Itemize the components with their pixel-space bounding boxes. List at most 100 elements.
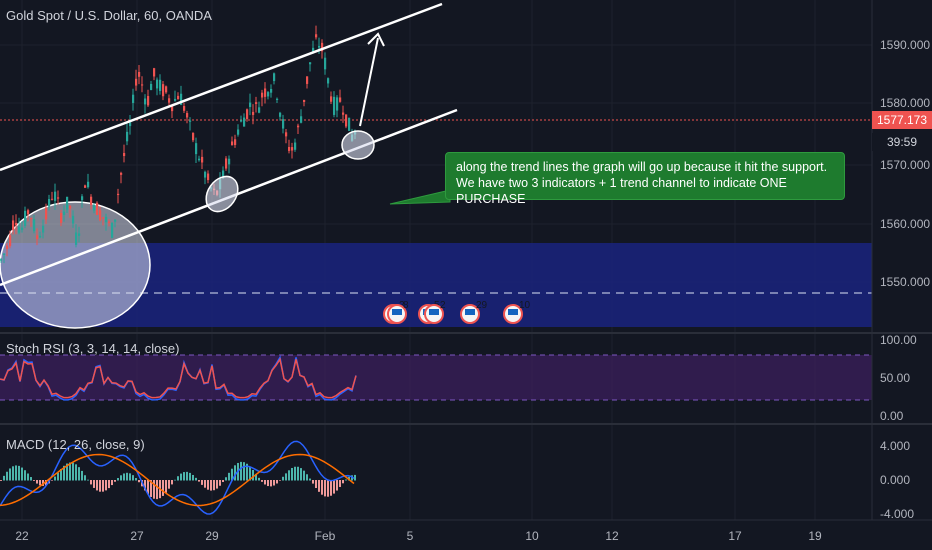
candle-body	[288, 146, 291, 151]
time-tick-label: 19	[808, 529, 822, 543]
candle-body	[261, 92, 264, 98]
macd-histogram-bar	[147, 480, 149, 495]
candle-body	[207, 173, 210, 181]
price-axis: 1590.000 1580.000 1570.000 1560.000 1550.000…	[880, 38, 930, 521]
note-pointer	[389, 189, 451, 205]
candle-body	[6, 245, 9, 250]
macd-histogram-bar	[285, 473, 287, 481]
candle-body	[138, 71, 141, 77]
macd-histogram-bar	[138, 480, 140, 483]
macd-label[interactable]: MACD (12, 26, close, 9)	[6, 437, 145, 452]
macd-histogram-bar	[183, 472, 185, 481]
candle-body	[159, 79, 162, 91]
macd-histogram-bar	[321, 480, 323, 495]
macd-tick-label: -4.000	[880, 507, 914, 521]
candle-body	[141, 84, 144, 86]
macd-histogram-bar	[99, 480, 101, 492]
macd-histogram-bar	[156, 480, 158, 500]
macd-histogram-bar	[30, 477, 32, 481]
macd-histogram-bar	[174, 479, 176, 481]
macd-histogram-bar	[315, 480, 317, 489]
candle-body	[315, 34, 318, 38]
macd-histogram-bar	[6, 471, 8, 481]
macd-histogram-bar	[219, 480, 221, 486]
macd-tick-label: 4.000	[880, 439, 910, 453]
event-count: 8	[403, 300, 409, 311]
candle-body	[330, 96, 333, 102]
candle-body	[204, 171, 207, 178]
candle-body	[87, 181, 90, 188]
highlight-ellipse-right	[341, 130, 375, 160]
candle-body	[333, 96, 336, 115]
candles	[0, 25, 357, 264]
macd-histogram-bar	[135, 478, 137, 481]
annotation-note[interactable]: along the trend lines the graph will go …	[445, 152, 845, 206]
note-line-2: We have two 3 indicators + 1 trend chann…	[456, 176, 787, 206]
macd-histogram-bar	[207, 480, 209, 490]
candle-body	[339, 97, 342, 102]
macd-histogram-bar	[21, 467, 23, 481]
candle-body	[120, 172, 123, 175]
macd-signal-line	[0, 453, 355, 507]
event-flag-icon	[508, 309, 518, 315]
candle-body	[294, 142, 297, 150]
highlight-ellipse-middle	[205, 175, 239, 213]
macd-histogram-bar	[267, 480, 269, 487]
stoch-tick-label: 0.00	[880, 409, 904, 423]
event-count: 29	[476, 300, 488, 311]
candle-body	[246, 109, 249, 119]
candle-body	[21, 227, 24, 230]
macd-histogram-bar	[336, 480, 338, 491]
candle-body	[291, 147, 294, 151]
macd-histogram-bar	[213, 480, 215, 491]
macd-histogram-bar	[243, 462, 245, 481]
candle-body	[192, 132, 195, 141]
candle-body	[129, 122, 132, 127]
macd-histogram-bar	[87, 479, 89, 481]
macd-histogram-bar	[69, 462, 71, 481]
macd-histogram-bar	[270, 480, 272, 487]
candle-body	[54, 191, 57, 201]
stoch-rsi-label[interactable]: Stoch RSI (3, 3, 14, 14, close)	[6, 341, 180, 356]
macd-histogram-bar	[282, 476, 284, 481]
candle-body	[174, 98, 177, 101]
macd-histogram-bar	[252, 469, 254, 481]
macd-histogram-bar	[201, 480, 203, 485]
macd-histogram-bar	[153, 480, 155, 499]
economic-events: 28522910	[383, 300, 531, 324]
macd-tick-label: 0.000	[880, 473, 910, 487]
candle-body	[285, 132, 288, 137]
candle-body	[309, 62, 312, 65]
time-tick-label: 22	[15, 529, 29, 543]
candle-body	[84, 185, 87, 188]
candle-body	[75, 232, 78, 245]
candle-body	[57, 197, 60, 199]
macd-histogram-bar	[90, 480, 92, 485]
macd-histogram-bar	[249, 466, 251, 481]
candle-body	[72, 215, 75, 224]
candle-body	[222, 170, 225, 179]
candle-body	[225, 158, 228, 169]
candle-body	[63, 211, 66, 215]
time-axis: 22 27 29 Feb 5 10 12 17 19	[15, 529, 822, 543]
macd-histogram-bar	[150, 480, 152, 498]
candle-body	[162, 84, 165, 97]
macd-histogram-bar	[180, 473, 182, 481]
note-line-1: along the trend lines the graph will go …	[456, 160, 828, 174]
candle-body	[66, 196, 69, 210]
macd-histogram-bar	[276, 480, 278, 484]
candle-body	[105, 216, 108, 223]
candle-body	[321, 42, 324, 52]
macd-histogram-bar	[108, 480, 110, 489]
chart-title: Gold Spot / U.S. Dollar, 60, OANDA	[6, 8, 212, 23]
macd-histogram-bar	[273, 480, 275, 486]
candle-body	[93, 205, 96, 211]
macd-histogram-bar	[120, 475, 122, 481]
candle-body	[156, 79, 159, 89]
event-count: 2	[440, 300, 446, 311]
macd-histogram-bar	[75, 464, 77, 481]
macd-histogram-bar	[279, 480, 281, 481]
macd-histogram-bar	[324, 480, 326, 497]
candle-body	[3, 253, 6, 255]
